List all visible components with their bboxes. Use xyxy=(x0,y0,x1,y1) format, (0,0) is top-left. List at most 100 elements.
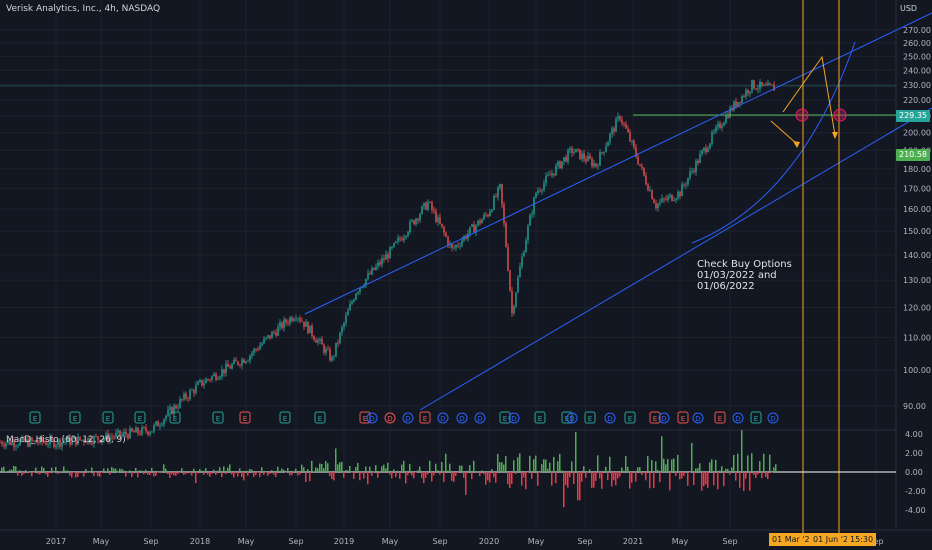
macd-bar xyxy=(661,436,663,472)
macd-bar xyxy=(633,471,635,472)
macd-bar xyxy=(629,472,631,489)
x-tick-label: 2017 xyxy=(46,537,66,546)
target-circle-icon xyxy=(795,108,809,122)
candle-body xyxy=(291,317,293,321)
candle-body xyxy=(203,383,205,386)
macd-bar xyxy=(67,470,69,472)
macd-bar xyxy=(515,472,517,474)
earnings-marker-icon xyxy=(649,411,661,424)
candle-body xyxy=(755,88,757,90)
candle-body xyxy=(417,218,419,221)
candle-body xyxy=(445,232,447,237)
earnings-marker-letter: E xyxy=(681,415,685,423)
candle-body xyxy=(175,405,177,409)
candle-body xyxy=(227,363,229,367)
macd-bar xyxy=(675,472,677,476)
macd-bar xyxy=(43,467,45,472)
macd-bar xyxy=(109,472,111,475)
macd-bar xyxy=(553,456,555,472)
earnings-marker-letter: E xyxy=(718,415,722,423)
macd-bar xyxy=(333,472,335,481)
candle-body xyxy=(693,170,695,173)
candle-body xyxy=(525,240,527,253)
macd-bar xyxy=(655,461,657,472)
macd-bar xyxy=(711,459,713,472)
macd-bar xyxy=(763,453,765,472)
candle-body xyxy=(21,437,23,441)
candle-body xyxy=(189,390,191,399)
candle-body xyxy=(723,122,725,126)
candle-body xyxy=(461,240,463,246)
candle-body xyxy=(671,194,673,201)
macd-bar xyxy=(691,442,693,472)
arrow-head-icon xyxy=(832,132,838,139)
candle-body xyxy=(263,338,265,344)
candle-body xyxy=(395,241,397,243)
candle-body xyxy=(567,149,569,162)
candle-body xyxy=(505,223,507,247)
macd-bar xyxy=(145,469,147,472)
candle-body xyxy=(229,366,231,369)
macd-bar xyxy=(477,471,479,472)
candle-body xyxy=(733,101,735,111)
macd-bar xyxy=(511,472,513,484)
x-tick-label: 2018 xyxy=(190,537,210,546)
macd-bar xyxy=(513,460,515,472)
candle-body xyxy=(11,441,13,445)
macd-bar xyxy=(131,472,133,477)
macd-bar xyxy=(645,472,647,481)
dividend-marker-letter: D xyxy=(387,415,392,423)
candle-body xyxy=(171,407,173,415)
macd-tick-label: -2.00 xyxy=(905,487,926,496)
candle-body xyxy=(353,299,355,302)
dividend-marker-icon xyxy=(384,412,396,424)
earnings-marker-icon xyxy=(750,411,762,424)
candle-body xyxy=(151,431,153,433)
macd-bar xyxy=(167,472,169,475)
dividend-marker-letter: D xyxy=(607,415,612,423)
macd-bar xyxy=(313,471,315,472)
macd-bar xyxy=(301,464,303,472)
candle-body xyxy=(749,91,751,94)
candle-body xyxy=(491,209,493,212)
macd-bar xyxy=(93,472,95,477)
macd-bar xyxy=(741,430,743,472)
macd-bar xyxy=(745,472,747,479)
macd-bar xyxy=(125,472,127,477)
candle-body xyxy=(285,319,287,323)
macd-bar xyxy=(369,466,371,472)
macd-bar xyxy=(737,453,739,472)
macd-bar xyxy=(577,472,579,501)
candle-body xyxy=(427,201,429,210)
candle-body xyxy=(439,217,441,224)
candle-body xyxy=(465,236,467,239)
macd-bar xyxy=(589,469,591,472)
macd-bar xyxy=(455,472,457,476)
macd-bar xyxy=(3,466,5,472)
earnings-marker-icon xyxy=(534,411,546,424)
candle-body xyxy=(383,258,385,260)
y-tick-label: 130.00 xyxy=(903,276,931,285)
macd-bar xyxy=(15,466,17,472)
dividend-marker-letter: D xyxy=(405,415,410,423)
candle-body xyxy=(499,184,501,188)
macd-bar xyxy=(285,472,287,473)
candle-body xyxy=(143,427,145,428)
macd-bar xyxy=(533,459,535,472)
macd-bar xyxy=(39,472,41,475)
macd-bar xyxy=(597,455,599,472)
candle-body xyxy=(9,440,11,445)
dividend-marker-letter: D xyxy=(735,415,740,423)
macd-bar xyxy=(269,472,271,474)
macd-bar xyxy=(453,472,455,482)
candle-body xyxy=(421,206,423,215)
macd-bar xyxy=(639,467,641,472)
candle-body xyxy=(705,147,707,152)
candle-body xyxy=(431,202,433,211)
candle-body xyxy=(101,440,103,443)
macd-bar xyxy=(389,472,391,475)
dividend-marker-icon xyxy=(474,412,486,424)
macd-bar xyxy=(689,472,691,473)
